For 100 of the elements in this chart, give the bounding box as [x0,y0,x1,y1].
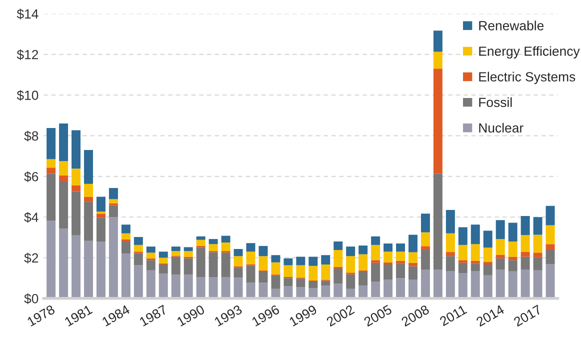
bar [59,124,68,162]
bar [496,254,505,258]
bar [520,256,530,270]
bar [84,184,93,197]
bar [84,240,93,298]
x-tick-label: 2014 [476,304,505,327]
bar [221,252,230,278]
bar [396,244,405,252]
bar [171,256,180,275]
bar [221,277,230,298]
bar [258,256,268,270]
bar [470,224,480,244]
y-tick-label: $12 [16,49,38,60]
bar [508,271,518,298]
bar [258,246,268,256]
bar [171,251,180,256]
bar [371,262,380,282]
bar [258,272,268,283]
x-tick-label: 2011 [439,304,468,326]
bar [371,282,380,298]
bar [496,220,505,240]
bar [308,282,318,288]
bar [72,186,81,192]
bar [59,228,68,298]
x-tick-label: 1984 [102,304,130,327]
bar [546,250,555,264]
y-tick-label: $2 [24,252,38,264]
bar [284,258,293,266]
bar [346,256,356,273]
bar [546,206,555,226]
bar [533,270,542,298]
bar [284,286,293,298]
bar [334,250,343,267]
y-tick-label: $0 [24,293,38,304]
bar [346,246,356,256]
bar [420,246,430,250]
bar [158,274,168,298]
bar [496,239,505,255]
bar [146,246,156,253]
bar [234,256,243,266]
x-tick-label: 1990 [176,304,206,327]
bar [508,256,518,260]
bar [433,174,442,270]
bar [533,217,542,235]
bar [108,199,118,204]
bar [508,241,518,257]
bar [470,260,480,264]
bar [446,210,455,234]
x-tick-label: 1987 [139,304,168,327]
bar [321,264,330,280]
bar [221,242,230,252]
bar [171,246,180,252]
bar [408,266,418,280]
bar [46,220,56,298]
bar [420,270,430,298]
bar [72,168,81,186]
bar [134,265,143,298]
bar [420,232,430,246]
bar [546,244,555,250]
bar [134,237,143,245]
bar [108,188,118,200]
bar [446,270,455,298]
bar [408,280,418,298]
bar [158,258,168,264]
bar [483,262,492,264]
bar [420,250,430,270]
bar [358,272,368,286]
bar [483,275,492,298]
legend-label: Renewable [479,20,544,30]
bar [258,282,268,298]
bar [184,247,193,252]
bar [246,266,256,283]
bar [520,216,530,235]
bar [46,174,56,221]
bar [221,236,230,242]
bar [396,260,405,264]
bar [296,265,306,278]
bar [384,244,393,252]
bar [334,241,343,250]
bar [146,270,156,298]
bar [208,252,218,278]
bar [234,268,243,278]
bar [520,252,530,257]
bar [458,260,468,263]
bar [483,230,492,248]
bar [59,181,68,229]
bar [284,265,293,278]
bar [72,235,81,298]
legend-label: Fossil [479,97,512,108]
bar [46,159,56,168]
bar [296,287,306,298]
bar [458,262,468,273]
bar [246,243,256,252]
bar [171,274,180,298]
bar [121,233,130,240]
bar [234,248,243,256]
bar [296,278,306,288]
bar [396,278,405,298]
x-tick-label: 2005 [363,304,392,327]
x-tick-label: 1996 [251,304,280,327]
